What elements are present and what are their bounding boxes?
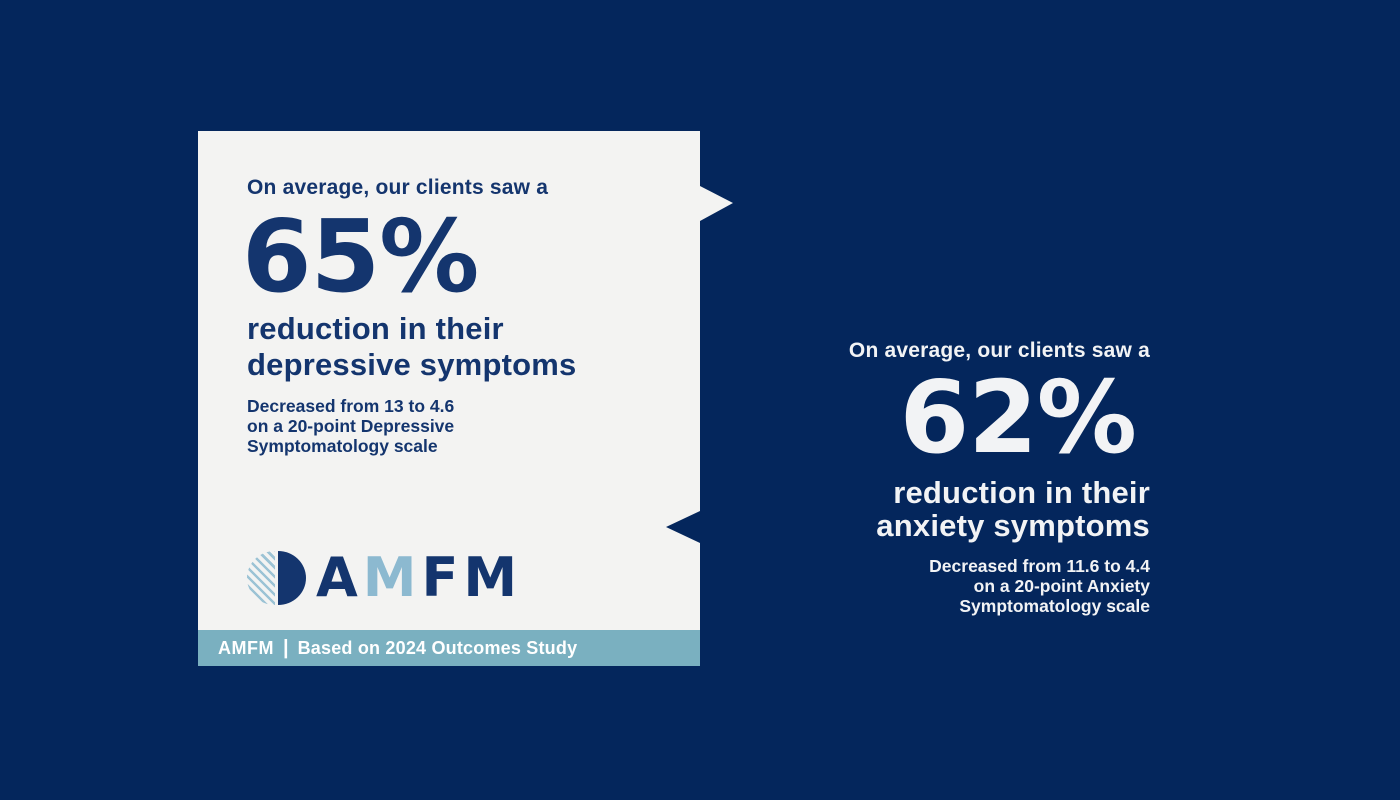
anxiety-headline-line1: reduction in their <box>893 475 1150 510</box>
anxiety-detail-line3: Symptomatology scale <box>959 596 1150 616</box>
anxiety-stat-panel: On average, our clients saw a 62% reduct… <box>630 338 1150 616</box>
anxiety-detail-prefix: Decreased from <box>929 556 1067 576</box>
anxiety-eyebrow-text: On average, our clients saw a <box>848 339 1150 362</box>
amfm-logo-wordmark: AMFM <box>316 551 522 605</box>
depression-detail-line2: on a 20-point Depressive <box>247 416 455 436</box>
amfm-logo: AMFM <box>247 551 522 605</box>
depression-headline: reduction in their depressive symptoms <box>247 311 664 383</box>
anxiety-headline: reduction in their anxiety symptoms <box>630 476 1150 542</box>
depression-detail-mid: to <box>403 396 430 416</box>
depression-stat-card: On average, our clients saw a 65% reduct… <box>198 131 700 666</box>
logo-letter-m-light: M <box>362 546 422 609</box>
logo-letters-fm: FM <box>421 546 523 609</box>
anxiety-detail-line1: Decreased from 11.6 to 4.4 <box>630 556 1150 576</box>
depression-to-value: 4.6 <box>429 396 455 416</box>
anxiety-detail-mid: to <box>1099 556 1126 576</box>
depression-eyebrow-text: On average, our clients saw a <box>247 176 549 199</box>
background-speech-tail-left <box>666 511 700 543</box>
anxiety-from-value: 11.6 <box>1066 556 1100 576</box>
anxiety-to-value: 4.4 <box>1125 556 1150 576</box>
attribution-divider: | <box>282 636 289 659</box>
anxiety-detail-text: Decreased from 11.6 to 4.4 on a 20-point… <box>630 556 1150 616</box>
depression-from-value: 13 <box>384 396 404 416</box>
depression-headline-line1: reduction in their <box>247 311 504 346</box>
attribution-brand: AMFM <box>218 637 274 658</box>
attribution-note: Based on 2024 Outcomes Study <box>297 637 578 658</box>
depression-detail-line1: Decreased from 13 to 4.6 <box>247 396 664 416</box>
anxiety-detail-line2: on a 20-point Anxiety <box>973 576 1150 596</box>
card-speech-tail-right <box>700 186 733 221</box>
logo-striped-half-icon <box>247 551 275 605</box>
depression-detail-prefix: Decreased from <box>247 396 385 416</box>
amfm-logo-circle-icon <box>247 551 306 605</box>
attribution-bar: AMFM | Based on 2024 Outcomes Study <box>198 630 700 666</box>
anxiety-stat-value: 62% <box>899 359 1137 476</box>
depression-detail-text: Decreased from 13 to 4.6 on a 20-point D… <box>247 396 664 456</box>
depression-stat-value: 65% <box>242 198 479 315</box>
logo-solid-half-icon <box>278 551 306 605</box>
depression-card-content: On average, our clients saw a 65% reduct… <box>198 131 700 456</box>
depression-headline-line2: depressive symptoms <box>247 347 577 382</box>
logo-letter-a: A <box>316 546 363 609</box>
anxiety-headline-line2: anxiety symptoms <box>876 508 1150 543</box>
depression-detail-line3: Symptomatology scale <box>247 436 438 456</box>
